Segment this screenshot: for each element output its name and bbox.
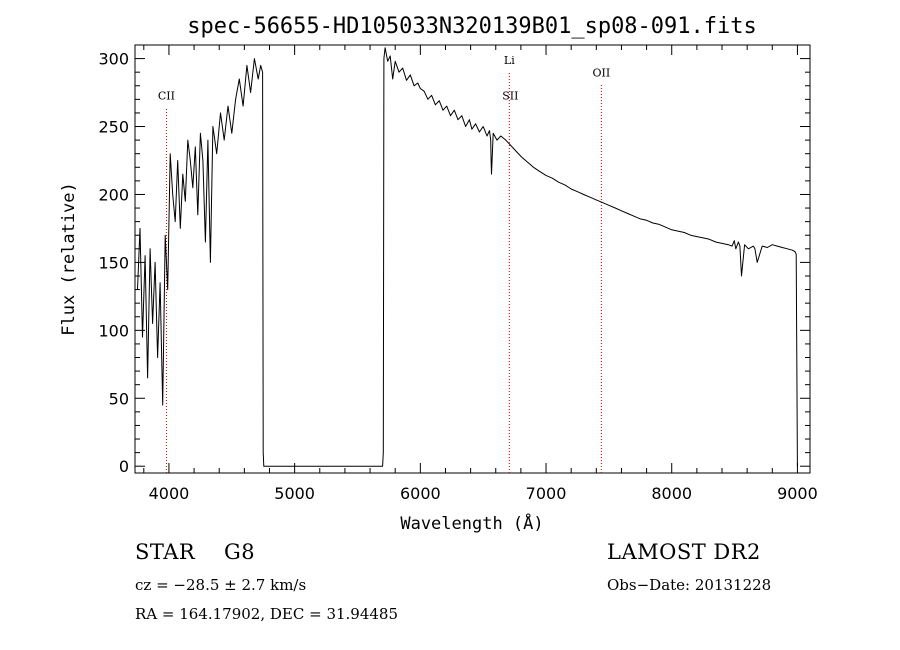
y-axis: 0 50 100 150 200 250 300 <box>98 50 810 476</box>
subclass-label: G8 <box>223 540 256 564</box>
x-tick-label: 8000 <box>651 484 692 503</box>
y-axis-label: Flux (relative) <box>59 182 79 336</box>
y-tick-label: 150 <box>98 253 129 272</box>
y-tick-label: 300 <box>98 50 129 69</box>
y-tick-label: 250 <box>98 118 129 137</box>
x-tick-label: 9000 <box>777 484 818 503</box>
chart-title: spec-56655-HD105033N320139B01_sp08-091.f… <box>187 14 757 39</box>
series-group <box>137 47 798 467</box>
x-tick-label: 6000 <box>400 484 441 503</box>
spectral-line-markers: CII Li SII OII <box>158 54 610 473</box>
class-label: STAR <box>135 540 196 564</box>
y-tick-label: 200 <box>98 185 129 204</box>
x-axis: 4000 5000 6000 7000 8000 9000 <box>143 45 818 503</box>
y-tick-label: 50 <box>109 389 129 408</box>
marker-label: SII <box>502 89 518 102</box>
x-tick-label: 5000 <box>274 484 315 503</box>
object-class: STAR G8 <box>135 540 255 564</box>
y-tick-label: 100 <box>98 321 129 340</box>
x-tick-label: 4000 <box>149 484 190 503</box>
marker-label: Li <box>504 54 515 67</box>
observation-date: Obs−Date: 20131228 <box>607 576 772 594</box>
spectrum-line <box>137 47 798 467</box>
marker-label: CII <box>158 89 175 102</box>
x-tick-label: 7000 <box>526 484 567 503</box>
x-axis-label: Wavelength (Å) <box>400 512 543 534</box>
y-tick-label: 0 <box>119 457 129 476</box>
marker-label: OII <box>592 66 610 79</box>
survey-name: LAMOST DR2 <box>607 540 761 564</box>
redshift-cz: cz = −28.5 ± 2.7 km/s <box>135 576 307 594</box>
coordinates: RA = 164.17902, DEC = 31.94485 <box>135 605 399 623</box>
plot-frame <box>134 44 811 474</box>
